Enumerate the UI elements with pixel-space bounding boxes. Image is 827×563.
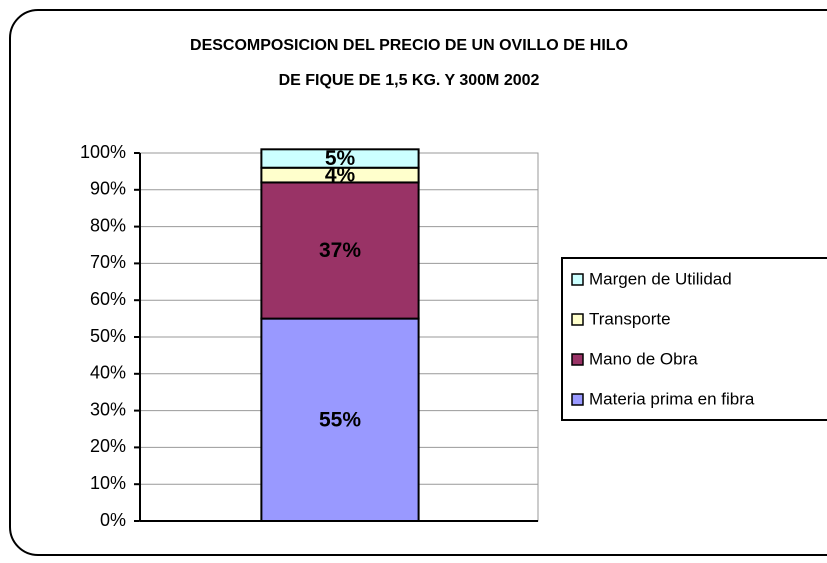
data-label: 37% (319, 239, 361, 262)
legend-label: Mano de Obra (589, 349, 698, 368)
legend-swatch (571, 313, 584, 326)
y-tick-label: 60% (90, 289, 126, 309)
data-label: 5% (325, 147, 356, 170)
chart-title: DE FIQUE DE 1,5 KG. Y 300M 2002 (279, 72, 540, 89)
bar-segment (260, 148, 420, 169)
y-tick-label: 40% (90, 363, 126, 383)
data-label: 55% (319, 408, 361, 431)
legend-box (561, 257, 827, 421)
bar-segment (260, 317, 420, 522)
y-tick-label: 100% (80, 142, 126, 162)
y-tick-label: 70% (90, 252, 126, 272)
legend-swatch (571, 353, 584, 366)
data-label: 4% (325, 164, 356, 187)
y-tick-label: 80% (90, 215, 126, 235)
bar-segment (260, 181, 420, 320)
y-tick-label: 20% (90, 436, 126, 456)
y-tick-label: 10% (90, 473, 126, 493)
chart-title: DESCOMPOSICION DEL PRECIO DE UN OVILLO D… (190, 37, 628, 54)
legend-swatch (571, 273, 584, 286)
legend-label: Materia prima en fibra (589, 389, 755, 408)
legend-label: Margen de Utilidad (589, 269, 732, 288)
y-tick-label: 50% (90, 326, 126, 346)
y-tick-label: 0% (100, 510, 126, 530)
y-tick-label: 30% (90, 399, 126, 419)
y-tick-label: 90% (90, 179, 126, 199)
legend-swatch (571, 393, 584, 406)
legend-label: Transporte (589, 309, 671, 328)
